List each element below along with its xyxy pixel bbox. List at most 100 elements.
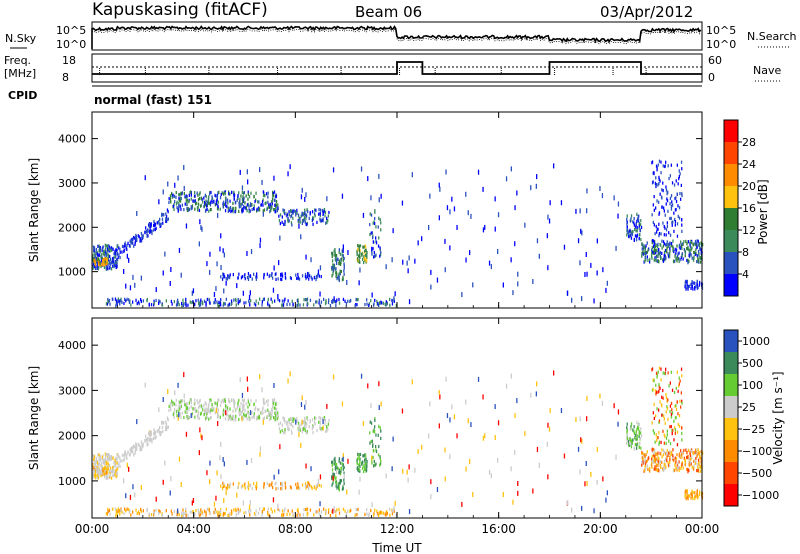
velocity-cell [602, 476, 604, 482]
velocity-cell [341, 462, 343, 466]
velocity-cell [671, 408, 673, 412]
velocity-cell [121, 510, 123, 514]
power-cell [179, 196, 182, 200]
velocity-cell [665, 367, 667, 371]
power-cell [300, 234, 302, 240]
power-cell [377, 225, 379, 229]
velocity-cell [134, 449, 136, 453]
velocity-cell [243, 511, 245, 515]
power-cell [300, 194, 303, 200]
velocity-cell [216, 510, 218, 514]
power-cell [662, 258, 664, 262]
velocity-cell [128, 466, 130, 472]
power-cell [284, 297, 286, 301]
velocity-cell [277, 486, 279, 490]
power-cell [634, 227, 636, 231]
power-cell [305, 298, 308, 302]
power-cell [211, 196, 214, 201]
velocity-cell [227, 513, 229, 517]
velocity-cell [248, 504, 251, 510]
velocity-cell [662, 453, 665, 457]
power-cell [149, 229, 151, 233]
power-cell [674, 259, 676, 263]
power-cell [630, 214, 633, 218]
power-cell [697, 243, 699, 247]
power-cell [668, 177, 670, 181]
power-cell [237, 298, 239, 302]
power-cell [278, 260, 280, 266]
power-cell [144, 231, 146, 235]
velocity-cell [316, 510, 318, 514]
velocity-cell [358, 463, 360, 467]
power-cell [536, 174, 538, 180]
power-cell [678, 243, 681, 247]
velocity-cell [241, 416, 243, 422]
velocity-cell [209, 460, 211, 466]
power-cell [203, 196, 205, 200]
velocity-cell [336, 481, 338, 485]
velocity-cell [129, 494, 132, 500]
velocity-cell [651, 459, 653, 463]
velocity-cell [115, 464, 117, 468]
velocity-cell [660, 440, 662, 444]
power-cell [665, 160, 667, 164]
velocity-cell [149, 437, 151, 441]
power-cell [209, 269, 211, 275]
y-tick-label: 2000 [58, 221, 86, 234]
velocity-cell [700, 460, 702, 464]
velocity-cell [380, 511, 382, 515]
velocity-cell [190, 413, 192, 419]
velocity-cell [178, 412, 180, 418]
velocity-cell [234, 507, 237, 511]
power-cell [690, 241, 693, 245]
velocity-cell [465, 399, 467, 405]
velocity-cell [277, 411, 279, 415]
velocity-cell [307, 512, 309, 516]
velocity-cell [421, 444, 423, 450]
velocity-cell [240, 485, 243, 489]
power-cell [662, 244, 665, 248]
velocity-cell [686, 455, 689, 459]
power-cell [126, 297, 128, 301]
power-cell [103, 252, 105, 256]
power-cell [207, 197, 210, 201]
velocity-cell [153, 511, 155, 515]
power-cell [241, 208, 243, 214]
power-cell [153, 301, 155, 305]
power-cell [233, 197, 235, 201]
velocity-cell [242, 402, 244, 406]
power-cell [296, 276, 298, 280]
power-cell [194, 191, 196, 195]
velocity-cell [676, 453, 678, 457]
velocity-cell [238, 398, 240, 403]
velocity-cell [107, 507, 109, 511]
power-cell [303, 298, 305, 302]
velocity-cell [166, 416, 169, 420]
velocity-cell [370, 421, 373, 425]
velocity-cell [191, 414, 193, 418]
velocity-cell [153, 428, 155, 432]
power-cell [667, 190, 669, 194]
power-cell [644, 249, 646, 253]
velocity-cell [194, 410, 197, 414]
velocity-cell [596, 447, 598, 452]
velocity-cell [121, 453, 124, 457]
velocity-cell [206, 415, 208, 419]
velocity-cell [384, 512, 386, 516]
power-cell [247, 272, 250, 276]
velocity-cell [670, 412, 673, 416]
velocity-cell [674, 456, 676, 460]
power-cell [102, 245, 104, 249]
power-cell [112, 264, 114, 268]
power-cell [687, 258, 689, 262]
velocity-cell [273, 398, 276, 402]
velocity-cell [329, 514, 332, 518]
velocity-cell [686, 495, 688, 499]
velocity-cell [653, 448, 655, 452]
power-cell [180, 191, 182, 195]
velocity-cell [255, 513, 257, 517]
power-cell [402, 259, 404, 265]
power-cell [128, 298, 130, 302]
velocity-cell [92, 474, 94, 478]
velocity-cell [220, 441, 222, 447]
